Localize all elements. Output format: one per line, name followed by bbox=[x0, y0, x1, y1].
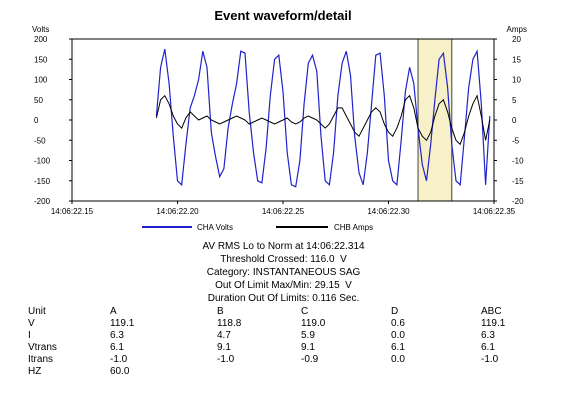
table-cell: 5.9 bbox=[301, 330, 315, 341]
y-right-tick-label: 15 bbox=[512, 55, 521, 64]
table-cell: 0.0 bbox=[391, 354, 405, 365]
y-left-tick-label: 50 bbox=[34, 96, 43, 105]
summary-trigger: AV RMS Lo to Norm at 14:06:22.314 bbox=[0, 241, 567, 252]
x-tick-label: 14:06:22.15 bbox=[51, 207, 94, 216]
table-cell: -1.0 bbox=[481, 354, 498, 365]
table-cell: 0.6 bbox=[391, 318, 405, 329]
y-right-tick-label: -5 bbox=[512, 136, 520, 145]
table-cell: 6.1 bbox=[481, 342, 495, 353]
table-header-cell: Unit bbox=[28, 306, 46, 317]
y-right-tick-label: -20 bbox=[512, 197, 524, 206]
summary-threshold: Threshold Crossed: 116.0 V bbox=[0, 254, 567, 265]
table-cell: 9.1 bbox=[217, 342, 231, 353]
y-right-tick-label: 10 bbox=[512, 76, 521, 85]
summary-out-of-limit: Out Of Limit Max/Min: 29.15 V bbox=[0, 280, 567, 291]
table-cell: Vtrans bbox=[28, 342, 57, 353]
table-header-cell: C bbox=[301, 306, 308, 317]
table-cell: 9.1 bbox=[301, 342, 315, 353]
y-left-axis-label: Volts bbox=[32, 25, 49, 34]
y-left-tick-label: -100 bbox=[34, 157, 51, 166]
y-left-tick-label: -200 bbox=[34, 197, 51, 206]
y-left-tick-label: 100 bbox=[34, 76, 48, 85]
y-left-tick-label: -50 bbox=[34, 136, 46, 145]
y-right-tick-label: -15 bbox=[512, 177, 524, 186]
x-tick-label: 14:06:22.30 bbox=[367, 207, 410, 216]
y-left-tick-label: -150 bbox=[34, 177, 51, 186]
table-cell: Itrans bbox=[28, 354, 53, 365]
table-cell: -1.0 bbox=[110, 354, 127, 365]
chart-title: Event waveform/detail bbox=[214, 8, 351, 23]
table-cell: 6.1 bbox=[391, 342, 405, 353]
summary-category: Category: INSTANTANEOUS SAG bbox=[0, 267, 567, 278]
table-cell: 118.8 bbox=[217, 318, 241, 329]
table-cell: 0.0 bbox=[391, 330, 405, 341]
x-tick-label: 14:06:22.25 bbox=[262, 207, 305, 216]
table-cell: 6.3 bbox=[110, 330, 124, 341]
table-cell: 119.0 bbox=[301, 318, 325, 329]
table-header-cell: D bbox=[391, 306, 398, 317]
table-cell: -1.0 bbox=[217, 354, 234, 365]
table-cell: -0.9 bbox=[301, 354, 318, 365]
y-right-axis-label: Amps bbox=[507, 25, 527, 34]
y-right-tick-label: 0 bbox=[512, 116, 517, 125]
y-right-tick-label: 5 bbox=[512, 96, 517, 105]
table-cell: 119.1 bbox=[110, 318, 134, 329]
table-cell: V bbox=[28, 318, 35, 329]
y-left-tick-label: 200 bbox=[34, 35, 48, 44]
x-tick-label: 14:06:22.20 bbox=[156, 207, 199, 216]
table-cell: 6.3 bbox=[481, 330, 495, 341]
table-cell: 6.1 bbox=[110, 342, 124, 353]
table-cell: 60.0 bbox=[110, 366, 129, 377]
summary-duration: Duration Out Of Limits: 0.116 Sec. bbox=[0, 293, 567, 304]
table-cell: I bbox=[28, 330, 31, 341]
y-right-tick-label: -10 bbox=[512, 157, 524, 166]
y-left-tick-label: 0 bbox=[34, 116, 39, 125]
table-cell: HZ bbox=[28, 366, 41, 377]
table-cell: 119.1 bbox=[481, 318, 505, 329]
y-right-tick-label: 20 bbox=[512, 35, 521, 44]
table-header-cell: ABC bbox=[481, 306, 502, 317]
legend-label-chb-amps: CHB Amps bbox=[334, 223, 373, 232]
table-cell: 4.7 bbox=[217, 330, 231, 341]
table-header-cell: A bbox=[110, 306, 117, 317]
y-left-tick-label: 150 bbox=[34, 55, 48, 64]
table-header-cell: B bbox=[217, 306, 224, 317]
event-highlight bbox=[418, 39, 452, 201]
legend-label-cha-volts: CHA Volts bbox=[197, 223, 233, 232]
x-tick-label: 14:06:22.35 bbox=[473, 207, 516, 216]
